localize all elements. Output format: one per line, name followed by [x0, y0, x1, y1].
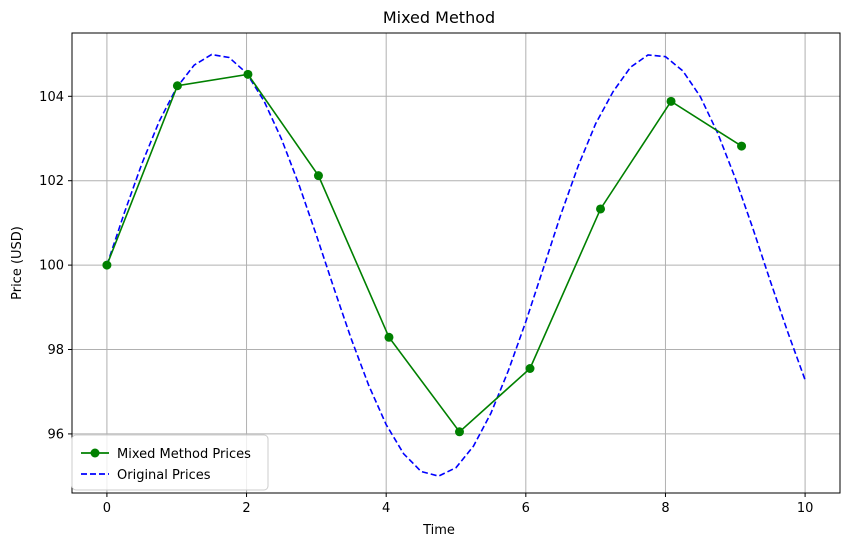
legend-box — [71, 434, 269, 491]
x-axis-ticks: 0 2 4 6 8 10 — [103, 493, 814, 516]
grid — [72, 33, 840, 493]
legend: Mixed Method Prices Original Prices — [71, 434, 269, 491]
y-tick-label: 98 — [47, 343, 64, 358]
data-point-mixed-method — [525, 364, 535, 374]
data-point-mixed-method — [172, 81, 182, 91]
x-tick-label: 8 — [661, 501, 669, 516]
y-tick-label: 104 — [39, 90, 64, 105]
legend-marker-mixed — [90, 448, 100, 458]
x-axis-label: Time — [422, 523, 455, 538]
data-point-mixed-method — [384, 332, 394, 342]
data-point-mixed-method — [313, 171, 323, 181]
x-tick-label: 4 — [382, 501, 390, 516]
data-point-mixed-method — [102, 260, 112, 270]
x-tick-label: 6 — [522, 501, 530, 516]
series-line-mixed-method-prices — [106, 73, 742, 433]
chart-title: Mixed Method — [383, 8, 495, 27]
legend-label-original: Original Prices — [117, 468, 211, 483]
series-line-original-prices — [106, 53, 806, 477]
x-tick-label: 2 — [242, 501, 250, 516]
series-layer — [102, 53, 806, 477]
y-tick-label: 96 — [47, 427, 64, 442]
x-tick-label: 10 — [797, 501, 814, 516]
data-point-mixed-method — [737, 141, 747, 151]
data-point-mixed-method — [666, 96, 676, 106]
x-tick-label: 0 — [103, 501, 111, 516]
y-axis-ticks: 96 98 100 102 104 — [39, 90, 72, 442]
y-tick-label: 102 — [39, 174, 64, 189]
data-point-mixed-method — [243, 69, 253, 79]
data-point-mixed-method — [454, 427, 464, 437]
legend-label-mixed: Mixed Method Prices — [117, 447, 251, 462]
y-tick-label: 100 — [39, 259, 64, 274]
plot-area — [71, 32, 841, 494]
y-axis-label: Price (USD) — [10, 226, 25, 300]
data-point-mixed-method — [596, 204, 606, 214]
